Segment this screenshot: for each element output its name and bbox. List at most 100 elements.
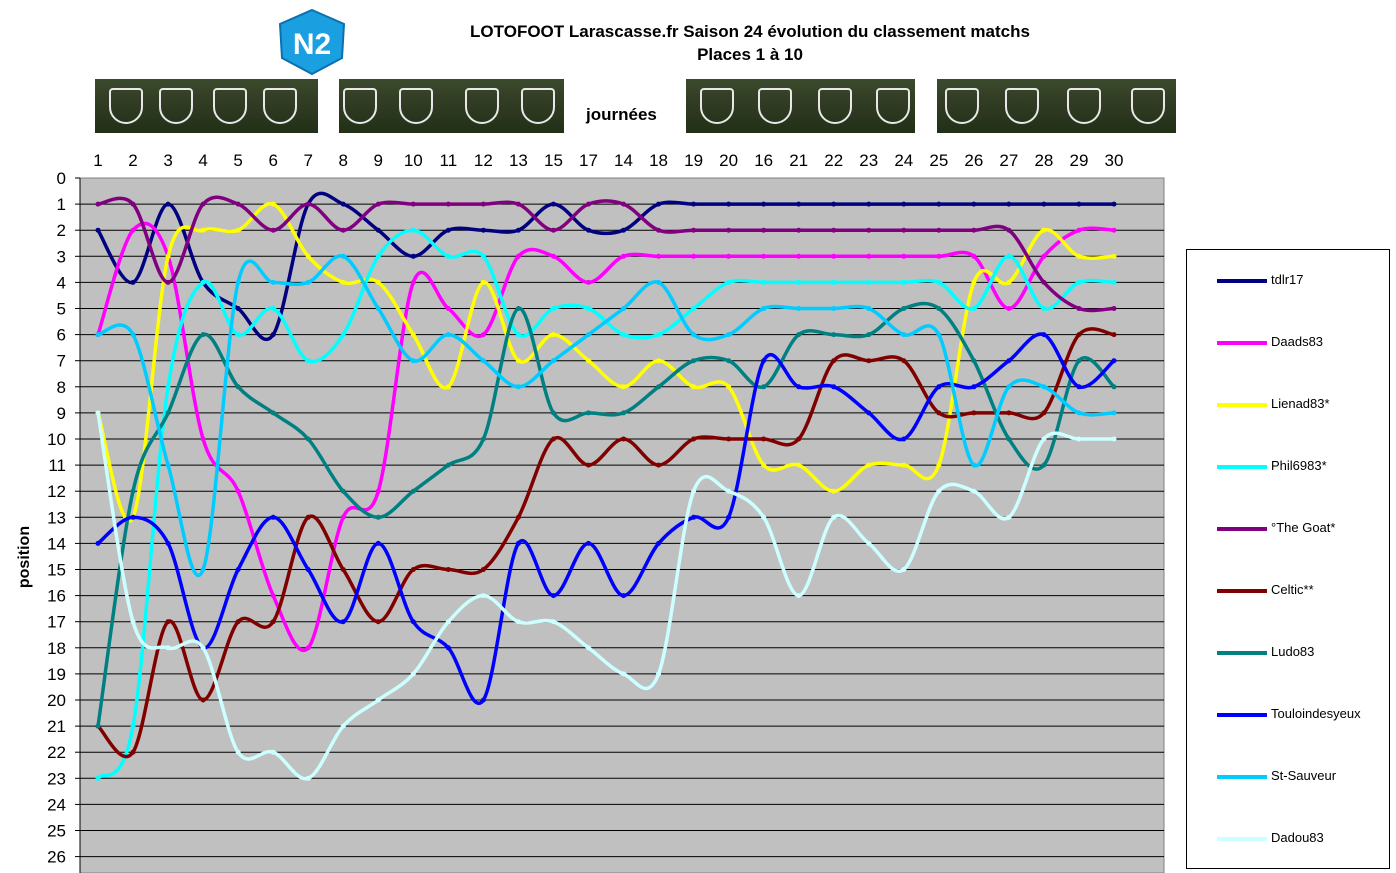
data-point: [410, 567, 416, 572]
data-point: [585, 332, 591, 338]
data-point: [831, 306, 837, 311]
legend: tdlr17 Daads83 Lienad83* Phil6983* °The Goat…: [1186, 249, 1390, 869]
data-point: [1006, 410, 1012, 416]
data-point: [585, 462, 591, 468]
data-point: [410, 619, 416, 625]
legend-swatch: [1217, 589, 1267, 593]
data-point: [305, 253, 311, 259]
y-tick-label: 6: [57, 326, 66, 345]
club-badge-icon: [521, 88, 555, 124]
data-point: [130, 723, 136, 729]
data-point: [410, 227, 416, 233]
data-point: [901, 227, 907, 233]
data-point: [1111, 279, 1117, 285]
data-point: [200, 279, 206, 285]
data-point: [305, 514, 311, 520]
data-point: [270, 749, 276, 755]
data-point: [235, 749, 241, 755]
data-point: [796, 279, 802, 285]
data-point: [761, 384, 767, 390]
legend-label: Celtic**: [1271, 582, 1314, 597]
data-point: [691, 253, 697, 259]
data-point: [235, 332, 241, 338]
y-tick-label: 15: [47, 561, 66, 580]
legend-swatch: [1217, 465, 1267, 469]
data-point: [691, 306, 697, 311]
x-tick-label: 11: [440, 151, 458, 170]
data-point: [901, 332, 907, 338]
x-tick-label: 4: [198, 151, 207, 170]
data-point: [515, 540, 521, 546]
data-point: [585, 358, 591, 364]
series-line-5: [96, 195, 1116, 313]
data-point: [901, 279, 907, 285]
chart-title-line1: LOTOFOOT Larascasse.fr Saison 24 évoluti…: [470, 22, 1030, 41]
data-point: [796, 593, 802, 599]
data-point: [515, 332, 521, 338]
x-tick-label: 13: [509, 151, 528, 170]
data-point: [375, 306, 381, 311]
club-badge-icon: [399, 88, 433, 124]
data-point: [235, 201, 241, 207]
data-point: [235, 279, 241, 285]
data-point: [165, 253, 171, 259]
data-point: [95, 332, 101, 338]
data-point: [1006, 227, 1012, 233]
data-point: [1076, 227, 1082, 233]
data-point: [340, 332, 346, 338]
x-tick-label: 14: [614, 151, 633, 170]
data-point: [480, 332, 486, 338]
data-point: [726, 201, 732, 207]
data-point: [901, 436, 907, 442]
data-point: [936, 384, 942, 390]
legend-item: Ludo83: [1217, 642, 1387, 662]
data-point: [165, 619, 171, 625]
y-tick-label: 14: [47, 534, 66, 553]
data-point: [340, 567, 346, 572]
y-tick-label: 11: [48, 456, 66, 475]
data-point: [656, 253, 662, 259]
data-point: [936, 410, 942, 416]
data-point: [1111, 410, 1117, 416]
data-point: [831, 358, 837, 364]
legend-label: Touloindesyeux: [1271, 706, 1361, 721]
data-point: [585, 227, 591, 233]
data-point: [445, 227, 451, 233]
data-point: [200, 227, 206, 233]
data-point: [866, 540, 872, 546]
data-point: [761, 227, 767, 233]
club-logos-strip-1: [95, 79, 318, 133]
data-point: [866, 201, 872, 207]
y-tick-label: 7: [57, 352, 66, 371]
data-point: [235, 227, 241, 233]
data-point: [270, 410, 276, 416]
data-point: [796, 201, 802, 207]
data-point: [550, 227, 556, 233]
y-tick-label: 21: [47, 717, 66, 736]
legend-item: Phil6983*: [1217, 456, 1387, 476]
data-point: [550, 358, 556, 364]
legend-item: Lienad83*: [1217, 394, 1387, 414]
legend-item: Touloindesyeux: [1217, 704, 1387, 724]
data-point: [270, 306, 276, 311]
data-point: [936, 488, 942, 494]
club-badge-icon: [109, 88, 143, 124]
data-point: [480, 279, 486, 285]
data-point: [691, 332, 697, 338]
data-point: [866, 227, 872, 233]
data-point: [200, 436, 206, 442]
data-point: [1111, 253, 1117, 259]
data-point: [340, 488, 346, 494]
x-tick-label: 16: [754, 151, 773, 170]
chart-title: LOTOFOOT Larascasse.fr Saison 24 évoluti…: [370, 20, 1130, 66]
club-badge-icon: [465, 88, 499, 124]
legend-swatch: [1217, 837, 1267, 841]
data-point: [305, 358, 311, 364]
data-point: [691, 436, 697, 442]
data-point: [95, 540, 101, 546]
x-tick-label: 21: [789, 151, 808, 170]
data-point: [305, 645, 311, 651]
data-point: [656, 227, 662, 233]
data-point: [656, 384, 662, 390]
data-point: [866, 410, 872, 416]
